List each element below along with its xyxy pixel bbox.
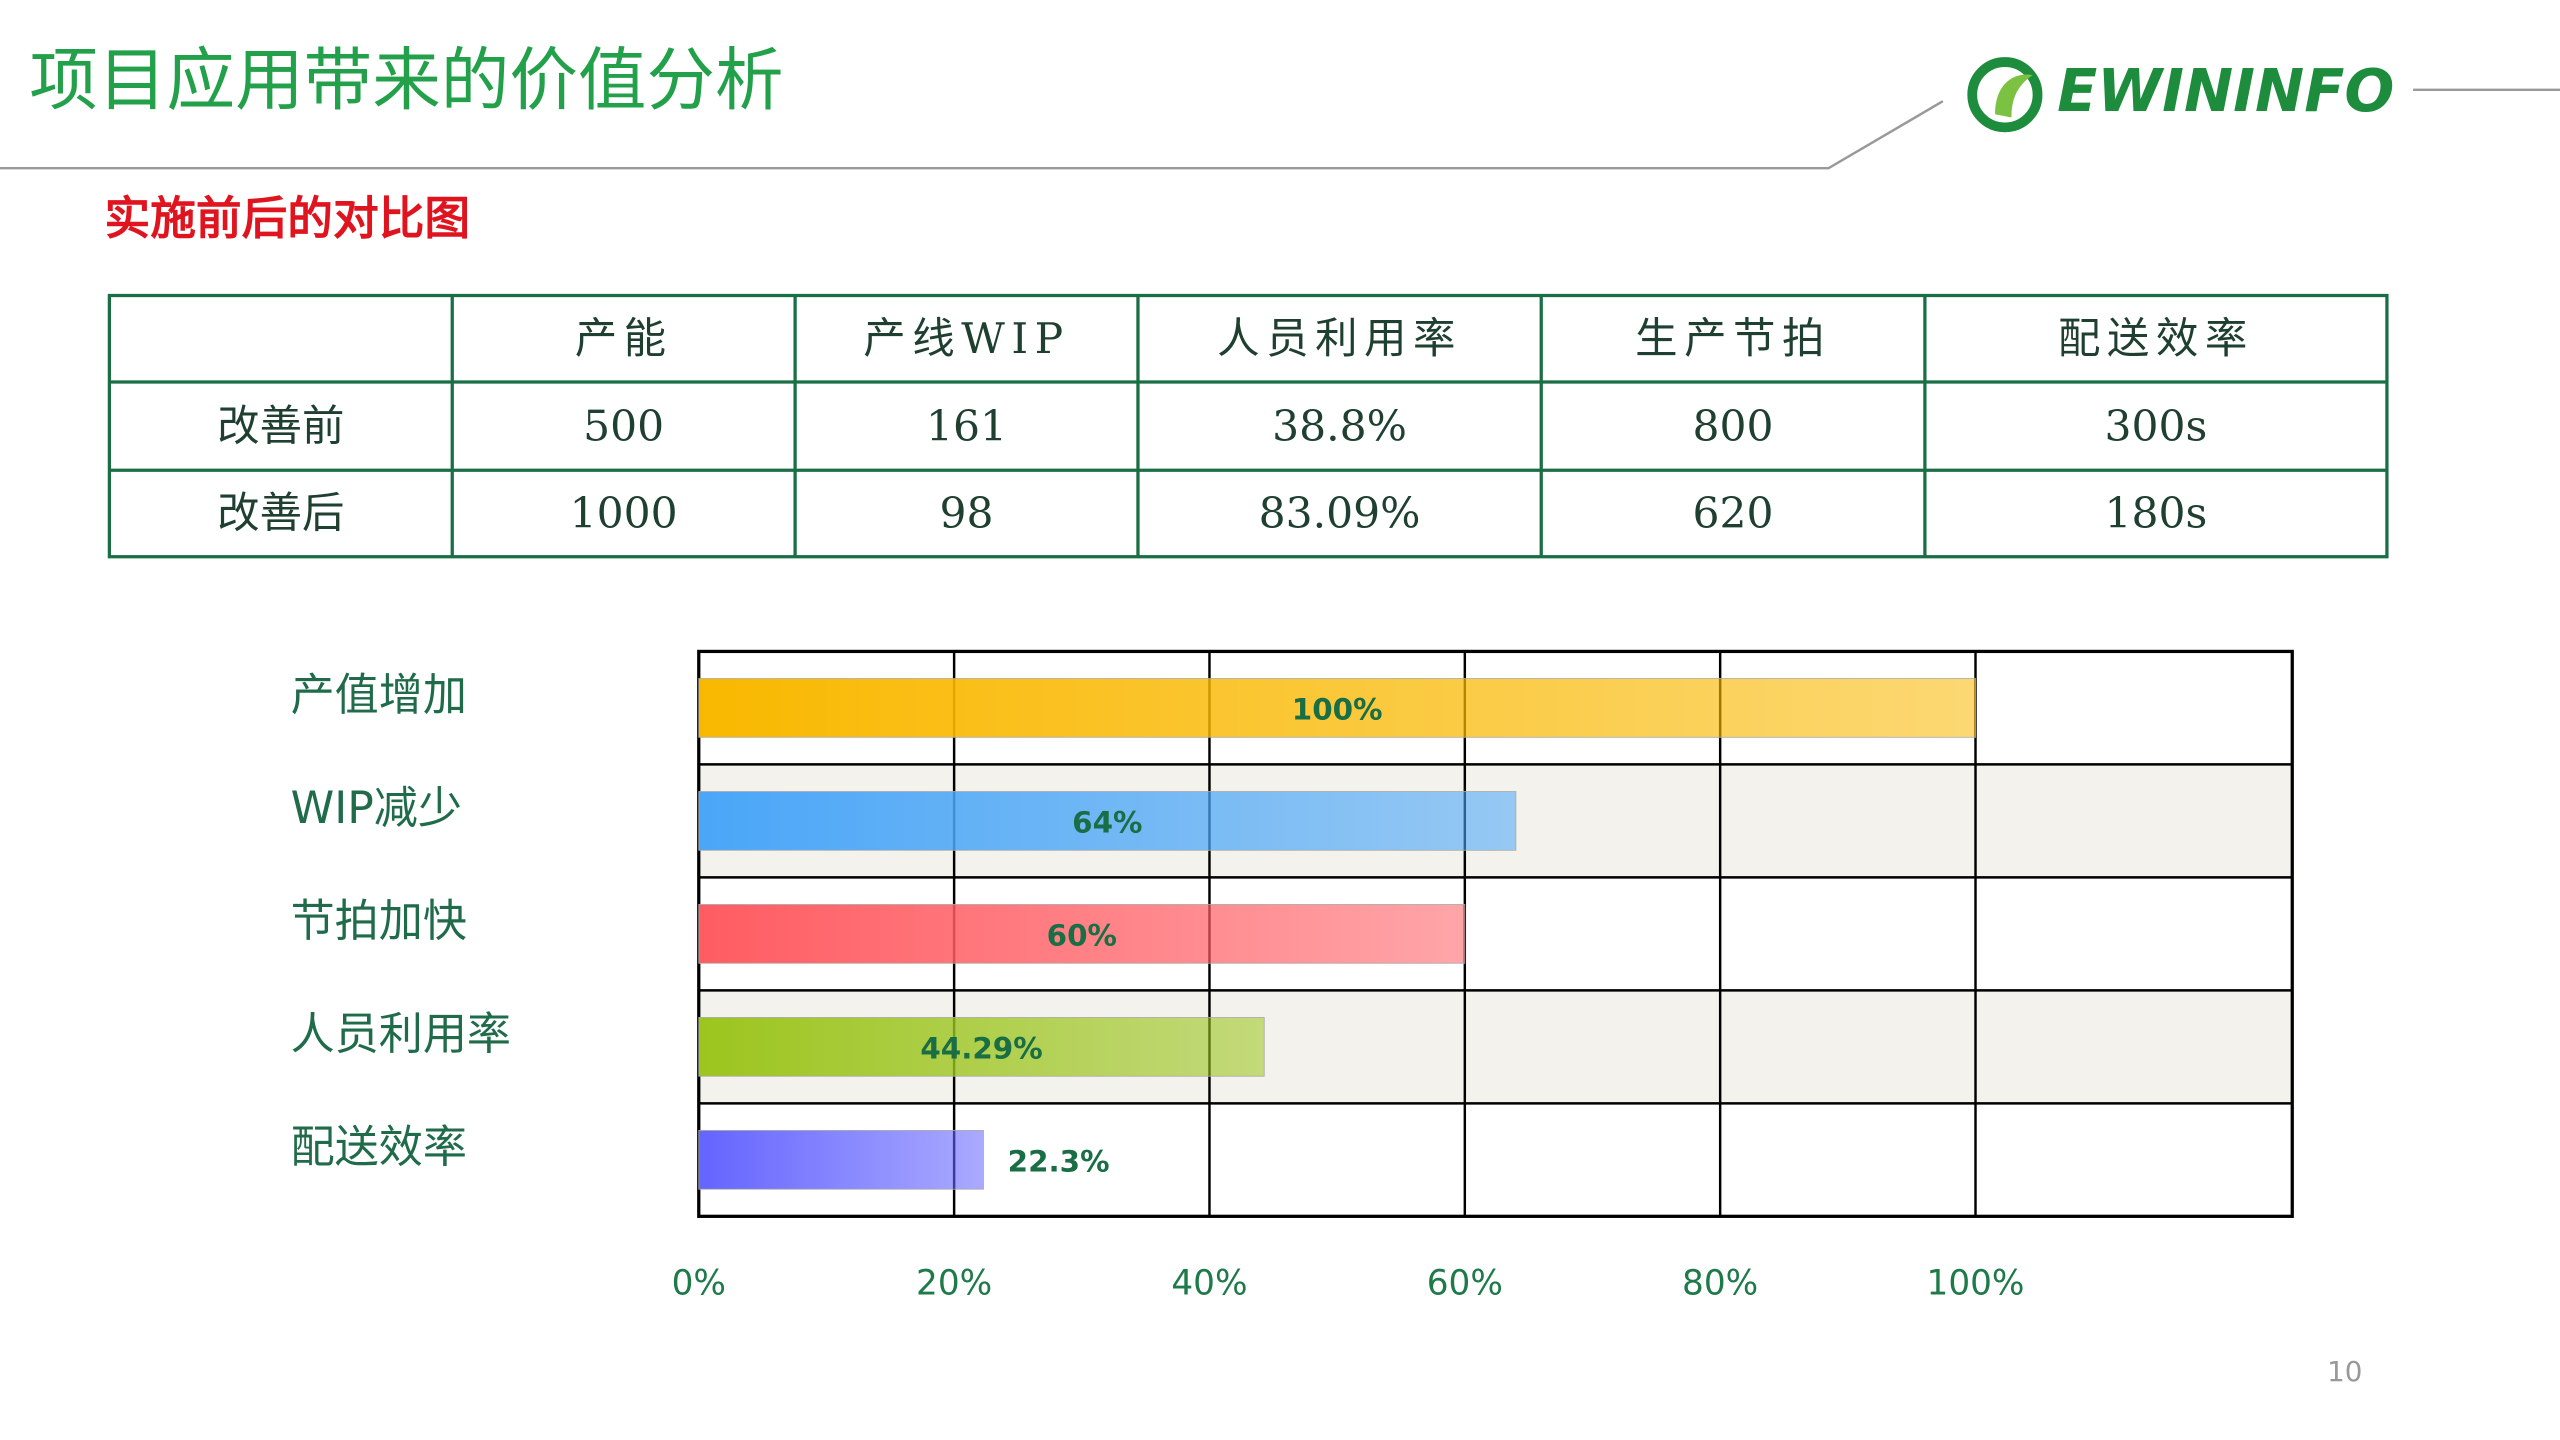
category-label: 配送效率 [291, 1122, 467, 1173]
header-rule [0, 100, 1944, 170]
category-label: 产值增加 [291, 670, 467, 721]
table-cell: 161 [926, 402, 1007, 451]
x-tick-label: 80% [1682, 1263, 1758, 1303]
bar-chart: 0% 20% 40% 60% 80% 100% 100% 产值增加 64% WIP减少 60% 节拍加… [291, 649, 2294, 1303]
table-cell: 38.8% [1272, 402, 1407, 451]
category-label: WIP减少 [291, 783, 462, 834]
value-label: 22.3% [1008, 1145, 1110, 1179]
x-tick-label: 60% [1427, 1263, 1503, 1303]
bar [698, 1017, 1265, 1077]
value-label: 60% [1047, 919, 1117, 953]
subtitle: 实施前后的对比图 [104, 191, 470, 245]
logo-leaf [1995, 74, 2033, 118]
category-label: 人员利用率 [291, 1009, 511, 1060]
table-cell: 98 [940, 490, 994, 539]
table-cell: 1000 [570, 490, 678, 539]
table-cell: 800 [1693, 402, 1774, 451]
table-cell: 180s [2105, 490, 2208, 539]
bar [698, 1130, 984, 1190]
table-cell: 500 [583, 402, 664, 451]
value-label: 100% [1292, 693, 1383, 727]
bar [698, 791, 1517, 851]
table-header-cell: 人员利用率 [1217, 315, 1462, 364]
table-header-cell: 产线WIP [863, 315, 1069, 364]
page-number: 10 [2327, 1355, 2362, 1388]
table-cell: 620 [1693, 490, 1774, 539]
value-label: 64% [1072, 806, 1142, 840]
category-label: 节拍加快 [291, 896, 467, 947]
x-tick-label: 20% [916, 1263, 992, 1303]
table-cell: 300s [2105, 402, 2208, 451]
table-border [107, 293, 2389, 559]
table-header-cell: 配送效率 [2058, 315, 2254, 364]
x-tick-label: 100% [1927, 1263, 2025, 1303]
logo-text: EWININFO [2057, 56, 2394, 125]
table-cell: 改善后 [217, 490, 344, 539]
table-header-cell: 生产节拍 [1635, 315, 1831, 364]
bar [698, 904, 1466, 964]
table-cell: 83.09% [1259, 490, 1421, 539]
bar [698, 678, 1976, 738]
x-tick-label: 0% [672, 1263, 726, 1303]
value-label: 44.29% [920, 1032, 1042, 1066]
logo-icon [1967, 57, 2043, 133]
table-cell: 改善前 [217, 402, 344, 451]
table-header-cell: 产能 [575, 315, 673, 364]
title: 项目应用带来的价值分析 [29, 41, 783, 121]
x-tick-label: 40% [1171, 1263, 1247, 1303]
